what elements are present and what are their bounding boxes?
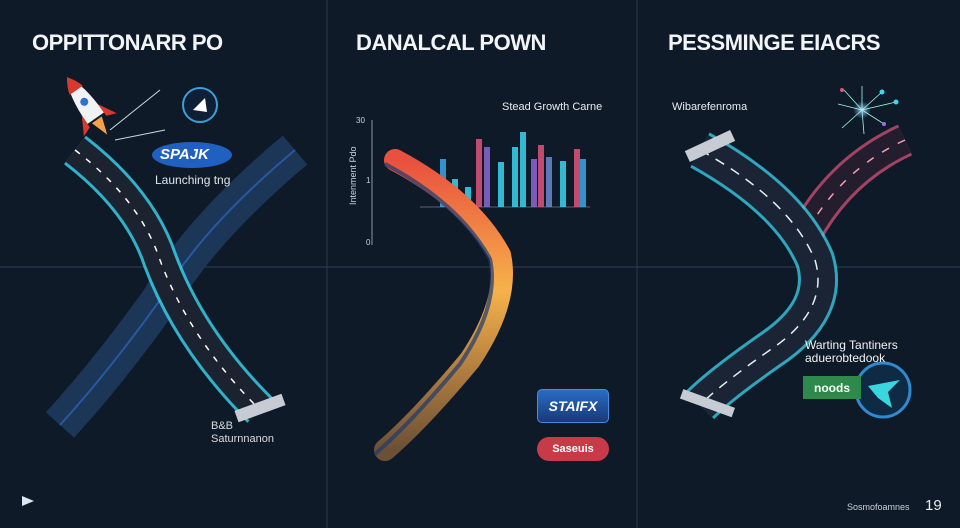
- panel-2-title: DANALCAL POWN: [356, 30, 546, 55]
- panel-3-title: PESSMINGE EIACRS: [668, 30, 881, 55]
- chart-bar: [546, 157, 552, 207]
- panel-1-title: OPPITTONARR PO: [32, 30, 223, 55]
- gradient-curve: [374, 149, 513, 461]
- chart-bar: [560, 161, 566, 207]
- y-axis-label: Intenment Pdo: [348, 146, 358, 205]
- chart-bar: [484, 147, 490, 207]
- page-number: 19: [925, 497, 942, 514]
- chart-title: Stead Growth Carne: [502, 101, 603, 113]
- chart-bar: [538, 145, 544, 207]
- chart-bar: [580, 159, 586, 207]
- footer-text: Sosmofoamnes: [847, 502, 910, 512]
- green-button[interactable]: noods: [803, 376, 861, 399]
- chart-bar: [574, 149, 580, 207]
- network-burst-icon: [837, 86, 899, 135]
- road-pink: [790, 124, 913, 244]
- chart-bar: [465, 187, 471, 207]
- chart-bar: [512, 147, 518, 207]
- logo-badge-shape: [152, 142, 232, 168]
- footer-label-2: Saturnnanon: [211, 433, 274, 445]
- y-tick: 0: [366, 238, 371, 247]
- road-runway: [63, 135, 286, 423]
- panel-3-caption: Wibarefenroma: [672, 101, 748, 113]
- chart-bar: [531, 159, 537, 207]
- rocket-icon: [67, 77, 117, 137]
- footer-label-1: B&B: [211, 420, 234, 432]
- staifx-button[interactable]: STAIFX: [537, 389, 609, 423]
- brand-logo: SPAJK: [160, 146, 209, 163]
- y-tick: 30: [356, 116, 365, 125]
- chart-bar: [520, 132, 526, 207]
- cursor-icon: [22, 496, 34, 506]
- compass-badge-icon: [854, 361, 912, 419]
- road-main: [679, 129, 838, 420]
- secondary-button[interactable]: Saseuis: [537, 437, 609, 461]
- note-line-2: aduerobtedook: [805, 351, 886, 365]
- launch-caption: Launching tng: [155, 173, 231, 187]
- y-tick: 1: [366, 176, 371, 185]
- chart-bar: [498, 162, 504, 207]
- note-line-1: Warting Tantiners: [805, 338, 898, 352]
- chart-bar: [476, 139, 482, 207]
